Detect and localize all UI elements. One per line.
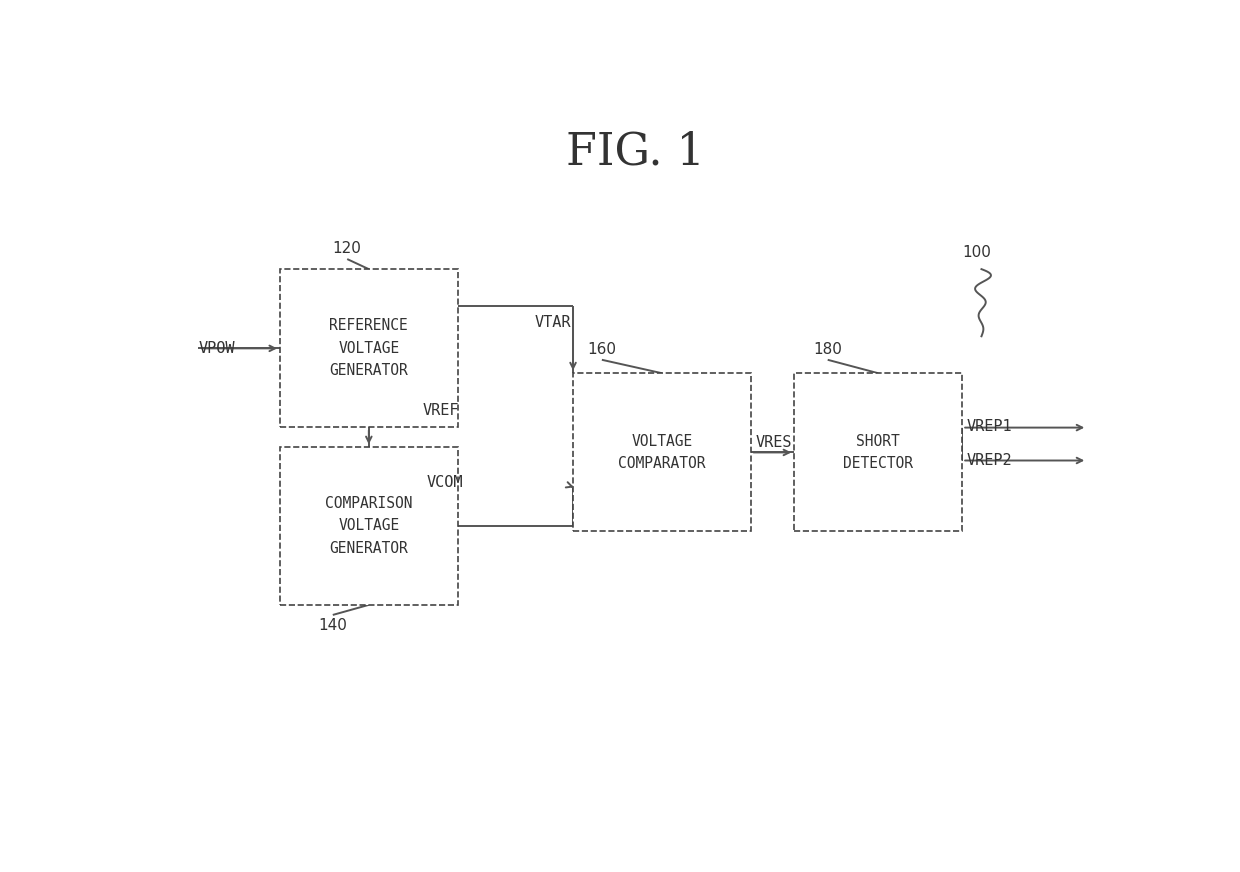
Text: SHORT
DETECTOR: SHORT DETECTOR (843, 433, 913, 471)
FancyBboxPatch shape (280, 269, 458, 427)
Text: VPOW: VPOW (198, 341, 234, 356)
FancyBboxPatch shape (573, 373, 751, 531)
Text: VREP1: VREP1 (967, 419, 1013, 434)
Text: 120: 120 (332, 242, 362, 256)
Text: 160: 160 (588, 342, 616, 358)
Text: VCOM: VCOM (427, 475, 464, 490)
Text: VREF: VREF (422, 403, 459, 418)
Text: FIG. 1: FIG. 1 (567, 130, 704, 174)
Text: 140: 140 (319, 617, 347, 632)
FancyBboxPatch shape (280, 447, 458, 605)
Text: VOLTAGE
COMPARATOR: VOLTAGE COMPARATOR (619, 433, 706, 471)
Text: VREP2: VREP2 (967, 453, 1013, 468)
Text: REFERENCE
VOLTAGE
GENERATOR: REFERENCE VOLTAGE GENERATOR (330, 318, 408, 378)
Text: 100: 100 (962, 245, 991, 260)
FancyBboxPatch shape (794, 373, 962, 531)
Text: VTAR: VTAR (534, 316, 572, 330)
Text: COMPARISON
VOLTAGE
GENERATOR: COMPARISON VOLTAGE GENERATOR (325, 496, 413, 555)
Text: VRES: VRES (755, 435, 792, 450)
Text: 180: 180 (813, 342, 842, 358)
